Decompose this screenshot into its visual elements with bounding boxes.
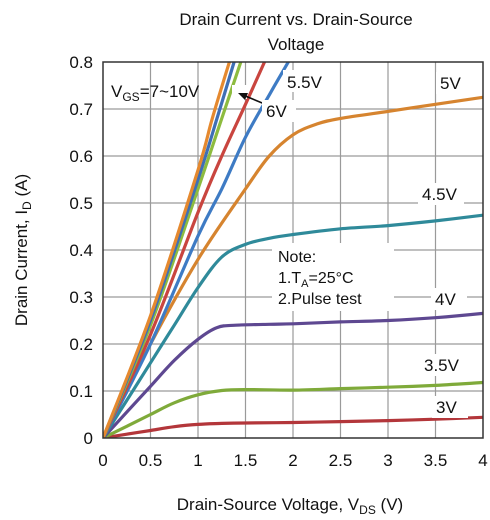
label-backing-5-5v — [283, 70, 329, 92]
y-tick-label: 0.5 — [69, 194, 93, 213]
x-tick-label: 1 — [193, 451, 202, 470]
series-line-5-5v — [103, 62, 290, 438]
x-tick-label: 0.5 — [139, 451, 163, 470]
series-line-3-5v — [103, 380, 483, 438]
x-tick-label: 2 — [288, 451, 297, 470]
series-line-4-5v — [103, 213, 483, 438]
y-tick-labels: 0 0.1 0.2 0.3 0.4 0.5 0.6 0.7 0.8 — [69, 53, 93, 448]
vgs-range-label: VGS=7~10V — [111, 82, 200, 104]
y-tick-label: 0.8 — [69, 53, 93, 72]
series-line-4v — [103, 311, 483, 438]
label-backing-4v — [431, 288, 467, 310]
y-axis-label: Drain Current, ID (A) — [12, 174, 34, 326]
label-backing-5v — [436, 72, 470, 94]
x-tick-label: 3.5 — [424, 451, 448, 470]
curve-label-5-5v: 5.5V — [287, 73, 323, 92]
label-backing-3v — [432, 396, 468, 418]
curve-label-3v: 3V — [436, 398, 457, 417]
x-tick-label: 3 — [383, 451, 392, 470]
label-backing-6v — [262, 100, 296, 122]
x-tick-label: 4 — [478, 451, 487, 470]
label-backing-4-5v — [418, 183, 464, 205]
series-lines — [103, 62, 483, 438]
plot-frame — [102, 61, 484, 439]
arrow-head — [238, 93, 248, 100]
series-line-5v — [103, 95, 483, 438]
curve-label-4-5v: 4.5V — [422, 185, 458, 204]
x-tick-label: 0 — [98, 451, 107, 470]
series-line-6v — [103, 62, 267, 438]
y-tick-label: 0.6 — [69, 147, 93, 166]
y-tick-label: 0.1 — [69, 382, 93, 401]
curve-label-5v: 5V — [440, 74, 461, 93]
note-backing — [272, 243, 394, 311]
y-tick-label: 0.2 — [69, 335, 93, 354]
note-line2: 2.Pulse test — [278, 291, 362, 308]
curve-label-4v: 4V — [435, 290, 456, 309]
y-tick-label: 0.7 — [69, 100, 93, 119]
chart-title-line2: Voltage — [268, 35, 325, 54]
x-tick-label: 2.5 — [329, 451, 353, 470]
note-line1: 1.TA=25°C — [278, 270, 354, 290]
y-tick-label: 0 — [84, 429, 93, 448]
curve-label-6v: 6V — [266, 102, 287, 121]
series-line-10v — [103, 62, 231, 438]
x-tick-labels: 0 0.5 1 1.5 2 2.5 3 3.5 4 — [98, 451, 487, 470]
note-header: Note: — [278, 249, 316, 266]
label-backing-3-5v — [420, 354, 466, 376]
series-line-3v — [103, 415, 483, 438]
x-tick-label: 1.5 — [234, 451, 258, 470]
y-tick-label: 0.3 — [69, 288, 93, 307]
y-tick-label: 0.4 — [69, 241, 93, 260]
curve-label-3-5v: 3.5V — [424, 356, 460, 375]
x-axis-label: Drain-Source Voltage, VDS (V) — [177, 495, 403, 517]
chart-title-line1: Drain Current vs. Drain-Source — [179, 10, 412, 29]
